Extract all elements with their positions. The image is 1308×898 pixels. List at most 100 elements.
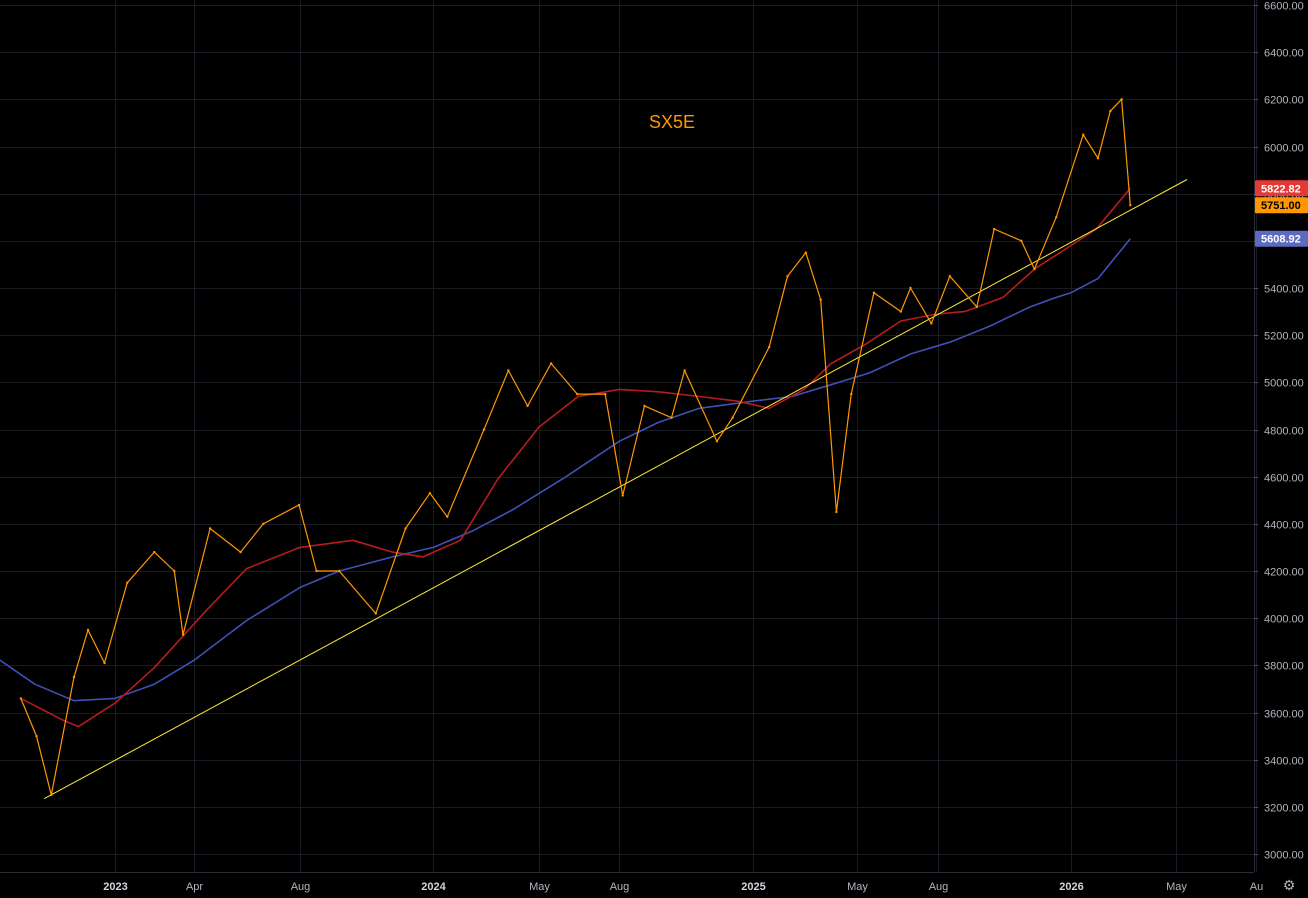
price-point bbox=[126, 581, 129, 584]
price-tick-label: 3600.00 bbox=[1264, 709, 1304, 721]
price-point bbox=[604, 392, 607, 396]
price-badge bbox=[1255, 230, 1308, 247]
price-point bbox=[239, 550, 242, 554]
price-point bbox=[482, 428, 486, 431]
price-point bbox=[1082, 133, 1085, 136]
series-ma-fast[interactable] bbox=[20, 187, 1131, 728]
price-point bbox=[72, 675, 76, 679]
price-point bbox=[338, 569, 341, 573]
price-point bbox=[948, 275, 951, 278]
price-point bbox=[643, 404, 646, 408]
price-point bbox=[819, 298, 822, 301]
price-point bbox=[670, 416, 673, 419]
price-point bbox=[715, 440, 719, 443]
price-point bbox=[50, 793, 53, 797]
price-tick-label: 4600.00 bbox=[1264, 473, 1304, 485]
price-tick-label: 3800.00 bbox=[1264, 661, 1304, 673]
price-tick-label: 4000.00 bbox=[1264, 614, 1304, 626]
price-point bbox=[549, 362, 553, 365]
series-ma-slow[interactable] bbox=[0, 238, 1131, 702]
time-tick-label: Aug bbox=[610, 881, 630, 893]
price-badge bbox=[1255, 197, 1308, 214]
price-badge-label: 5608.92 bbox=[1261, 234, 1301, 246]
price-point bbox=[1020, 239, 1023, 242]
chart-title: SX5E bbox=[649, 112, 695, 132]
price-tick-label: 6000.00 bbox=[1264, 143, 1304, 155]
price-point bbox=[315, 569, 318, 573]
time-tick-label: 2026 bbox=[1059, 881, 1083, 893]
price-point bbox=[86, 628, 90, 632]
time-tick-label: May bbox=[1166, 881, 1187, 893]
price-point bbox=[872, 291, 876, 294]
chart-marks bbox=[19, 98, 1132, 797]
time-tick-label: Apr bbox=[186, 881, 203, 893]
chart-series bbox=[0, 98, 1188, 800]
price-point bbox=[1129, 204, 1132, 207]
price-badge-label: 5822.82 bbox=[1261, 183, 1301, 195]
price-point bbox=[850, 392, 853, 396]
time-tick-label: May bbox=[529, 881, 550, 893]
price-point bbox=[975, 305, 978, 309]
chart-grid bbox=[0, 0, 1257, 872]
time-tick-label: May bbox=[847, 881, 868, 893]
time-tick-label: 2024 bbox=[421, 881, 446, 893]
price-point bbox=[446, 515, 449, 518]
price-point bbox=[1120, 98, 1123, 101]
price-tick-label: 3400.00 bbox=[1264, 756, 1304, 768]
price-tick-label: 5400.00 bbox=[1264, 284, 1304, 296]
price-point bbox=[526, 404, 529, 408]
price-point bbox=[19, 697, 22, 700]
price-tick-label: 4400.00 bbox=[1264, 520, 1304, 532]
price-point bbox=[507, 369, 510, 372]
price-point bbox=[909, 286, 912, 290]
price-badge bbox=[1255, 180, 1308, 197]
price-point bbox=[374, 612, 377, 615]
price-tick-label: 6400.00 bbox=[1264, 48, 1304, 60]
price-point bbox=[35, 734, 38, 738]
time-axis[interactable]: 2023 Apr Aug 2024 May Aug 2025 May Aug 2026 May Au bbox=[103, 881, 1263, 893]
price-point bbox=[930, 322, 933, 325]
price-tick-label: 4800.00 bbox=[1264, 426, 1304, 438]
price-point bbox=[621, 494, 624, 497]
price-point bbox=[208, 527, 212, 530]
price-point bbox=[1096, 157, 1100, 160]
price-point bbox=[428, 492, 432, 495]
time-tick-label: Aug bbox=[929, 881, 949, 893]
price-tick-label: 6200.00 bbox=[1264, 95, 1304, 107]
price-point bbox=[181, 633, 185, 636]
price-point bbox=[804, 251, 807, 254]
price-point bbox=[683, 369, 686, 372]
time-tick-label: Au bbox=[1250, 881, 1263, 893]
series-trendline[interactable] bbox=[44, 179, 1188, 800]
price-point bbox=[731, 416, 734, 419]
settings-gear-icon[interactable]: ⚙ bbox=[1282, 878, 1296, 894]
price-point bbox=[786, 275, 789, 278]
price-point bbox=[993, 227, 996, 231]
price-axis[interactable]: 6600.006400.006200.006000.005800.005600.… bbox=[1254, 1, 1304, 862]
price-point bbox=[576, 392, 579, 396]
price-point bbox=[262, 522, 265, 525]
price-point bbox=[835, 510, 838, 514]
price-point bbox=[153, 550, 156, 554]
price-labels: 5822.82 5751.00 5608.92 bbox=[1255, 180, 1308, 247]
time-tick-label: 2025 bbox=[741, 881, 765, 893]
price-tick-label: 5200.00 bbox=[1264, 331, 1304, 343]
price-tick-label: 5000.00 bbox=[1264, 378, 1304, 390]
price-tick-label: 4200.00 bbox=[1264, 567, 1304, 579]
price-point bbox=[1055, 216, 1058, 219]
price-badge-label: 5751.00 bbox=[1261, 200, 1301, 212]
price-tick-label: 3200.00 bbox=[1264, 803, 1304, 815]
price-point bbox=[899, 310, 903, 313]
price-tick-label: 3000.00 bbox=[1264, 850, 1304, 862]
price-point bbox=[1109, 109, 1112, 113]
price-point bbox=[768, 345, 771, 349]
time-tick-label: 2023 bbox=[103, 881, 127, 893]
price-point bbox=[297, 503, 301, 507]
price-point bbox=[103, 661, 106, 665]
series-price[interactable] bbox=[20, 98, 1131, 796]
time-tick-label: Aug bbox=[291, 881, 311, 893]
price-point bbox=[404, 527, 407, 530]
price-point bbox=[1033, 267, 1036, 271]
price-tick-label: 6600.00 bbox=[1264, 1, 1304, 13]
